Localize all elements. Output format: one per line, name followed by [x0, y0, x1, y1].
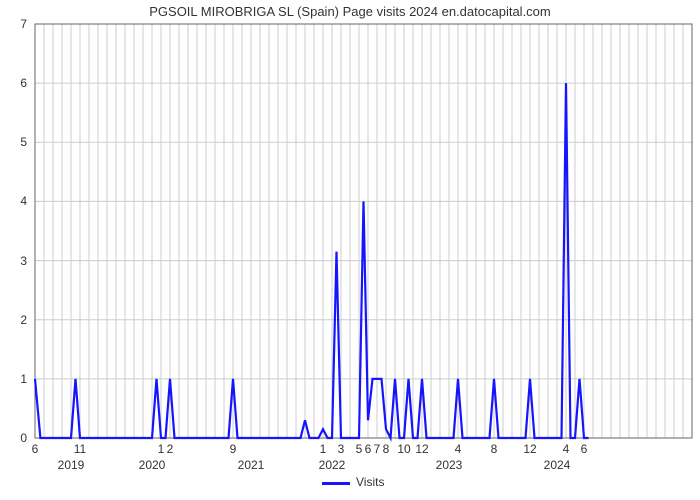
y-tick-label: 2: [0, 313, 27, 327]
y-tick-label: 6: [0, 76, 27, 90]
y-tick-label: 4: [0, 194, 27, 208]
legend-swatch: [322, 482, 350, 485]
y-tick-label: 0: [0, 431, 27, 445]
x-month-label: 6: [581, 442, 588, 456]
x-month-label: 8: [491, 442, 498, 456]
x-year-label: 2020: [139, 458, 166, 472]
x-month-label: 10: [397, 442, 410, 456]
x-month-label: 1: [320, 442, 327, 456]
x-month-label: 12: [415, 442, 428, 456]
x-month-label: 4: [563, 442, 570, 456]
x-year-label: 2021: [238, 458, 265, 472]
x-month-label: 7: [374, 442, 381, 456]
chart-container: { "chart": { "type": "line", "title": "P…: [0, 0, 700, 500]
x-year-label: 2019: [58, 458, 85, 472]
y-tick-label: 1: [0, 372, 27, 386]
y-tick-label: 3: [0, 254, 27, 268]
x-month-label: 6: [365, 442, 372, 456]
x-month-label: 4: [455, 442, 462, 456]
chart-svg: [0, 0, 700, 500]
x-month-label: 5: [356, 442, 363, 456]
x-month-label: 9: [230, 442, 237, 456]
y-tick-label: 5: [0, 135, 27, 149]
x-month-label: 6: [32, 442, 39, 456]
x-month-label: 2: [167, 442, 174, 456]
x-month-label: 11: [74, 442, 86, 456]
x-year-label: 2024: [544, 458, 571, 472]
legend-label: Visits: [356, 475, 384, 489]
x-month-label: 8: [383, 442, 390, 456]
y-tick-label: 7: [0, 17, 27, 31]
x-month-label: 1: [158, 442, 165, 456]
x-month-label: 12: [523, 442, 536, 456]
x-year-label: 2023: [436, 458, 463, 472]
x-month-label: 3: [338, 442, 345, 456]
x-year-label: 2022: [319, 458, 346, 472]
